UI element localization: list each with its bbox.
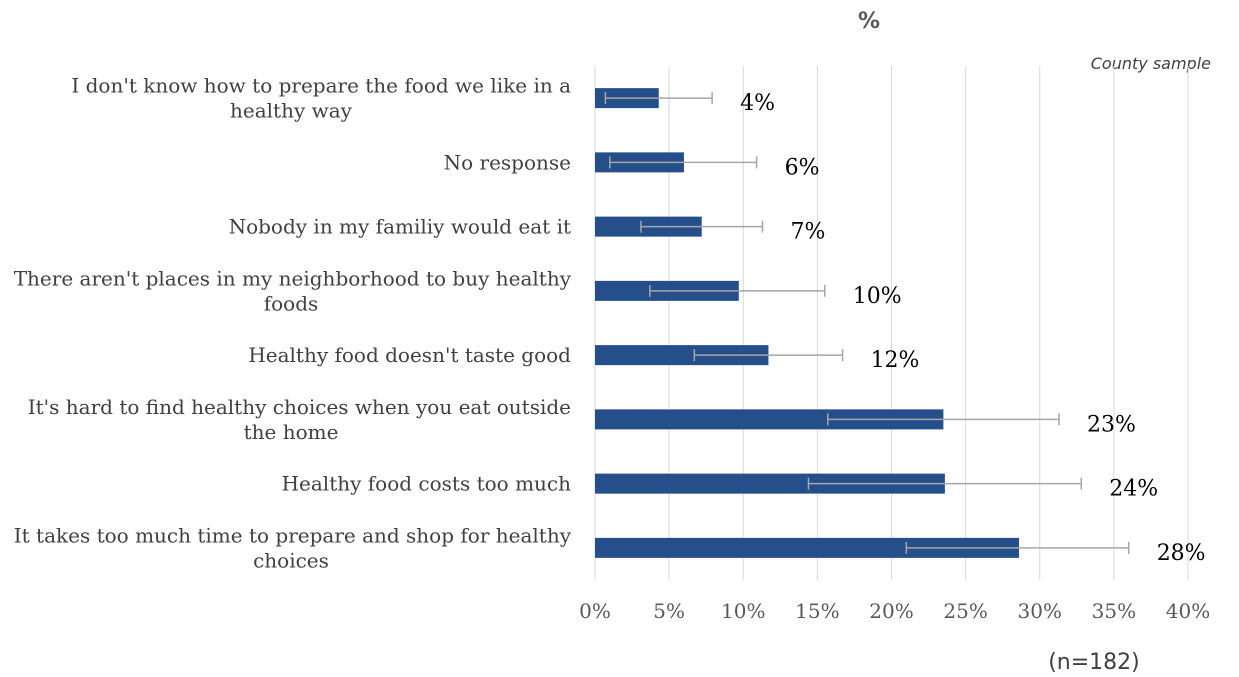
category-label: There aren't places in my neighborhood t…: [14, 266, 572, 290]
bar: [595, 473, 945, 494]
x-tick-label: 10%: [721, 599, 765, 623]
category-label: I don't know how to prepare the food we …: [71, 74, 571, 98]
category-label: choices: [253, 548, 329, 572]
error-bars: [604, 92, 1130, 554]
data-labels: 4% 6% 7% 10% 12% 23% 24% 28%: [740, 91, 1205, 566]
sample-size-note: (n=182): [1048, 650, 1140, 675]
data-label: 23%: [1087, 412, 1136, 437]
category-label: It's hard to find healthy choices when y…: [28, 395, 571, 419]
category-label: Nobody in my familiy would eat it: [229, 215, 571, 239]
data-label: 6%: [785, 155, 820, 180]
x-axis-tick-labels: 0% 5% 10% 15% 20% 25% 30% 35% 40%: [579, 599, 1210, 623]
series-label: County sample: [1091, 54, 1211, 73]
x-tick-label: 15%: [795, 599, 839, 623]
category-label: It takes too much time to prepare and sh…: [14, 523, 572, 547]
category-label: Healthy food doesn't taste good: [248, 343, 571, 367]
category-labels: I don't know how to prepare the food we …: [14, 74, 572, 573]
x-tick-label: 35%: [1092, 599, 1136, 623]
x-tick-label: 40%: [1166, 599, 1210, 623]
bar: [595, 345, 769, 366]
x-tick-label: 30%: [1018, 599, 1062, 623]
data-label: 10%: [853, 284, 902, 309]
data-label: 7%: [791, 220, 826, 245]
x-tick-label: 0%: [579, 599, 611, 623]
x-tick-label: 20%: [869, 599, 913, 623]
category-label: Healthy food costs too much: [282, 472, 572, 496]
grid-lines: [594, 66, 1189, 580]
data-label: 24%: [1109, 477, 1158, 502]
category-label: foods: [264, 291, 319, 315]
data-label: 4%: [740, 91, 775, 116]
category-label: healthy way: [230, 99, 353, 123]
data-label: 12%: [871, 348, 920, 373]
category-label: the home: [244, 420, 339, 444]
chart-title: %: [858, 9, 880, 34]
data-label: 28%: [1157, 541, 1206, 566]
x-tick-label: 5%: [653, 599, 685, 623]
category-label: No response: [444, 150, 571, 174]
bar: [595, 409, 944, 430]
bar: [595, 537, 1019, 558]
x-tick-label: 25%: [943, 599, 987, 623]
